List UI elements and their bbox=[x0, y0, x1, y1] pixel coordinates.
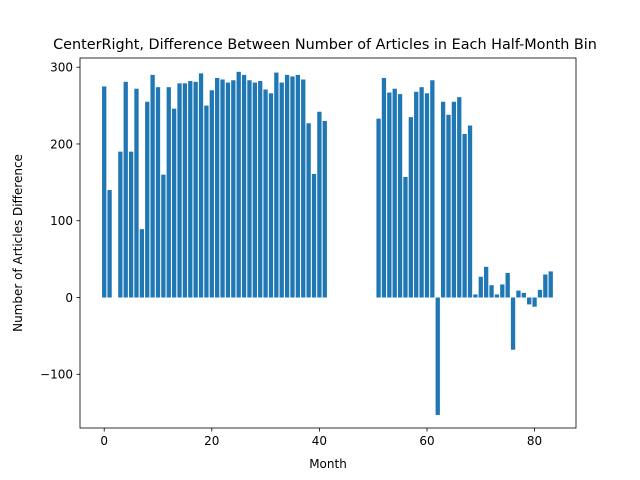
bar bbox=[198, 73, 204, 298]
x-axis-label: Month bbox=[309, 457, 347, 471]
bar bbox=[473, 294, 478, 298]
bar bbox=[139, 229, 145, 298]
x-tick-label: 80 bbox=[527, 434, 542, 448]
y-axis-ticks: −100 0 100 200 300 bbox=[40, 61, 80, 382]
y-tick-label: 200 bbox=[50, 137, 73, 151]
bar bbox=[236, 71, 241, 298]
bar bbox=[484, 266, 489, 298]
x-axis-ticks: 0 20 40 60 80 bbox=[100, 428, 542, 448]
bar bbox=[397, 94, 403, 298]
bar bbox=[478, 276, 483, 298]
bar bbox=[537, 289, 543, 298]
bar bbox=[430, 80, 435, 298]
bar bbox=[252, 82, 257, 298]
x-tick-label: 60 bbox=[419, 434, 434, 448]
bar bbox=[376, 118, 381, 298]
bar bbox=[548, 271, 553, 298]
bar bbox=[527, 297, 532, 305]
bar bbox=[145, 101, 150, 298]
plot-frame bbox=[79, 57, 577, 429]
bar bbox=[258, 81, 263, 298]
bar bbox=[403, 176, 408, 298]
bar bbox=[424, 93, 430, 298]
bar bbox=[161, 174, 166, 298]
bar bbox=[134, 88, 139, 298]
bar bbox=[204, 105, 209, 298]
y-tick-label: 0 bbox=[65, 291, 73, 305]
bar bbox=[102, 86, 107, 298]
bar bbox=[171, 108, 177, 298]
bar bbox=[177, 83, 182, 298]
bar bbox=[295, 74, 301, 298]
bar bbox=[150, 74, 155, 298]
bar bbox=[225, 82, 231, 298]
bar bbox=[532, 297, 537, 307]
bar bbox=[274, 72, 279, 298]
bar bbox=[155, 87, 161, 298]
bar bbox=[408, 117, 413, 298]
bar bbox=[505, 272, 510, 298]
bar bbox=[451, 101, 457, 298]
bar bbox=[516, 290, 521, 298]
y-axis-label: Number of Articles Difference bbox=[11, 154, 25, 332]
bar bbox=[317, 111, 322, 298]
bar bbox=[381, 77, 387, 298]
bar bbox=[462, 134, 467, 298]
bar bbox=[107, 190, 112, 298]
bars bbox=[102, 71, 553, 415]
bar bbox=[188, 81, 193, 298]
bar bbox=[392, 88, 397, 298]
bar bbox=[118, 151, 123, 298]
bar bbox=[446, 114, 451, 298]
bar bbox=[419, 87, 424, 298]
bar bbox=[435, 297, 440, 415]
bar bbox=[193, 81, 198, 298]
bar bbox=[543, 274, 548, 298]
bar bbox=[123, 81, 128, 298]
bar bbox=[128, 151, 134, 298]
bar bbox=[510, 297, 516, 350]
bar bbox=[414, 91, 419, 298]
bar bbox=[166, 87, 171, 298]
bar bbox=[182, 83, 188, 298]
bar bbox=[489, 285, 494, 298]
bar bbox=[247, 80, 252, 298]
bar bbox=[457, 97, 462, 298]
bar bbox=[322, 120, 327, 298]
bar bbox=[263, 89, 268, 298]
bar bbox=[215, 77, 220, 298]
bar bbox=[311, 173, 317, 298]
bar bbox=[301, 79, 306, 298]
bar bbox=[284, 74, 290, 298]
y-tick-label: −100 bbox=[40, 368, 73, 382]
bar bbox=[209, 90, 214, 298]
x-tick-label: 0 bbox=[100, 434, 108, 448]
bar bbox=[231, 80, 236, 298]
x-tick-label: 40 bbox=[312, 434, 327, 448]
bar bbox=[494, 294, 500, 298]
bar bbox=[290, 76, 295, 298]
bar bbox=[306, 123, 311, 298]
bar bbox=[521, 292, 526, 298]
bar bbox=[220, 79, 225, 298]
bar bbox=[241, 74, 247, 298]
bar bbox=[440, 101, 446, 298]
bar bbox=[387, 92, 392, 298]
x-tick-label: 20 bbox=[204, 434, 219, 448]
y-tick-label: 300 bbox=[50, 61, 73, 75]
bar bbox=[268, 93, 274, 298]
chart-title: CenterRight, Difference Between Number o… bbox=[53, 37, 597, 53]
bar bbox=[279, 82, 284, 298]
bar bbox=[500, 284, 505, 298]
bar bbox=[467, 125, 473, 298]
y-tick-label: 100 bbox=[50, 214, 73, 228]
